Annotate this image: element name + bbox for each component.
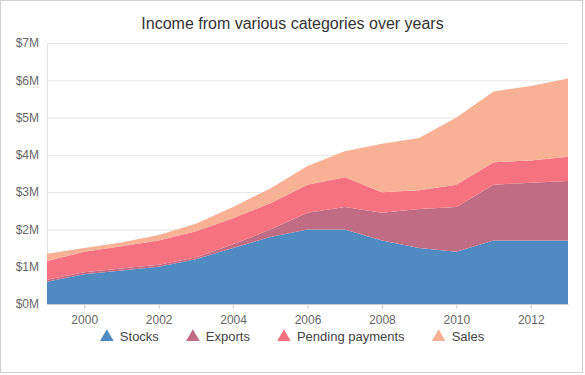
areas	[47, 78, 568, 304]
x-tick: 2004	[220, 304, 247, 327]
grid-line	[47, 80, 568, 81]
tick-mark	[531, 304, 532, 309]
tick-mark	[308, 304, 309, 309]
legend-label: Stocks	[120, 329, 160, 344]
legend-item: Stocks	[100, 329, 159, 344]
legend-item: Sales	[432, 329, 485, 344]
background	[1, 1, 583, 373]
y-tick: $7M	[16, 36, 568, 50]
x-tick-label: 2004	[220, 313, 247, 327]
legend-symbol	[277, 329, 291, 341]
legend-symbol	[432, 329, 446, 341]
y-tick-label: $5M	[16, 111, 39, 125]
legend-item: Pending payments	[277, 329, 405, 344]
plot: $0M $1M $2M $3M $4M $5M $6M $7M 2000 2002 2004 2006…	[16, 36, 569, 326]
legend-label: Sales	[452, 329, 485, 344]
legend-symbol	[186, 329, 200, 341]
chart: Income from various categories over year…	[0, 0, 585, 375]
x-axis: 2000 2002 2004 2006 2008 2010 2012	[48, 304, 569, 327]
area	[47, 78, 568, 261]
title: Income from various categories over year…	[141, 15, 443, 32]
y-tick-label: $2M	[16, 223, 39, 237]
tick-mark	[159, 304, 160, 309]
tick-mark	[382, 304, 383, 309]
y-tick-label: $1M	[16, 260, 39, 274]
x-tick-label: 2008	[369, 313, 396, 327]
x-tick: 2006	[295, 304, 322, 327]
x-tick: 2010	[444, 304, 471, 327]
tick-mark	[456, 304, 457, 309]
x-tick-label: 2002	[146, 313, 173, 327]
y-tick: $6M	[16, 74, 568, 88]
x-tick-label: 2010	[444, 313, 471, 327]
y-tick-label: $0M	[16, 297, 39, 311]
legend-label: Exports	[206, 329, 251, 344]
x-tick: 2000	[71, 304, 98, 327]
y-tick-label: $4M	[16, 148, 39, 162]
legend-item: Exports	[186, 329, 250, 344]
y-tick-label: $6M	[16, 74, 39, 88]
x-tick: 2002	[146, 304, 173, 327]
legend-symbol	[100, 329, 114, 341]
y-axis: $0M $1M $2M $3M $4M $5M $6M $7M	[16, 36, 568, 311]
y-tick-label: $3M	[16, 185, 39, 199]
x-tick-label: 2000	[71, 313, 98, 327]
tick-mark	[84, 304, 85, 309]
grid-line	[47, 43, 568, 44]
legend: Stocks Exports Pending payments Sales	[100, 329, 485, 344]
y-axis-line	[48, 44, 569, 305]
tick-mark	[233, 304, 234, 309]
x-tick-label: 2012	[518, 313, 545, 327]
x-tick: 2008	[369, 304, 396, 327]
x-tick: 2012	[518, 304, 545, 327]
x-tick-label: 2006	[295, 313, 322, 327]
y-tick-label: $7M	[16, 36, 39, 50]
legend-label: Pending payments	[297, 329, 405, 344]
